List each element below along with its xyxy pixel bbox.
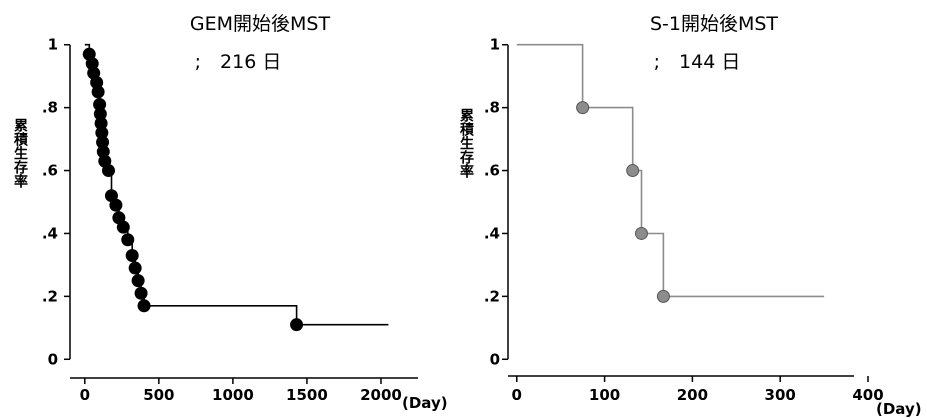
gem-y-tick-label: .6 bbox=[42, 162, 58, 180]
gem-x-tick-label: 1500 bbox=[286, 386, 328, 404]
s1-y-tick-label: .6 bbox=[484, 162, 500, 180]
gem-y-tick-label: .8 bbox=[42, 99, 58, 117]
s1-y-axis-label: 累積生存率 bbox=[458, 108, 475, 179]
s1-x-tick-label: 200 bbox=[677, 386, 708, 404]
gem-x-tick-label: 500 bbox=[143, 386, 174, 404]
gem-x-tick-label: 1000 bbox=[212, 386, 254, 404]
gem-event-marker bbox=[128, 261, 142, 275]
gem-x-tick-label: 2000 bbox=[360, 386, 402, 404]
s1-y-tick-label: .2 bbox=[484, 287, 500, 305]
s1-x-unit-label: (Day) bbox=[876, 400, 922, 418]
s1-event-marker bbox=[634, 226, 648, 240]
s1-chart-title: S-1開始後MST bbox=[650, 13, 778, 35]
gem-event-marker bbox=[131, 274, 145, 288]
gem-event-marker bbox=[109, 198, 123, 212]
gem-event-marker bbox=[134, 286, 148, 300]
s1-mst-label: ; 144 日 bbox=[654, 51, 741, 73]
gem-event-marker bbox=[290, 318, 304, 332]
gem-event-marker bbox=[102, 164, 116, 178]
s1-x-tick-label: 400 bbox=[852, 386, 883, 404]
gem-event-marker bbox=[121, 233, 135, 247]
s1-event-marker bbox=[626, 164, 640, 178]
gem-y-tick-label: .2 bbox=[42, 287, 58, 305]
s1-survival-curve bbox=[516, 43, 825, 298]
gem-y-tick-label: 0 bbox=[48, 350, 58, 368]
gem-event-marker bbox=[125, 248, 139, 262]
s1-x-tick-label: 0 bbox=[512, 386, 522, 404]
gem-chart-title: GEM開始後MST bbox=[190, 13, 331, 35]
gem-survival-curve bbox=[84, 43, 389, 326]
gem-x-tick-label: 0 bbox=[80, 386, 90, 404]
s1-event-marker bbox=[576, 101, 590, 115]
gem-y-axis-label: 累積生存率 bbox=[12, 118, 29, 189]
gem-mst-label: ; 216 日 bbox=[195, 51, 282, 73]
s1-event-marker bbox=[656, 289, 670, 303]
s1-y-tick-label: 1 bbox=[490, 36, 500, 54]
gem-event-marker bbox=[91, 85, 105, 99]
gem-event-marker bbox=[116, 220, 130, 234]
s1-y-tick-label: .8 bbox=[484, 99, 500, 117]
gem-event-marker bbox=[137, 299, 151, 313]
s1-y-tick-label: .4 bbox=[484, 224, 500, 242]
gem-x-unit-label: (Day) bbox=[402, 394, 448, 412]
gem-y-tick-label: .4 bbox=[42, 224, 58, 242]
s1-x-tick-label: 300 bbox=[765, 386, 796, 404]
s1-y-tick-label: 0 bbox=[490, 350, 500, 368]
s1-x-tick-label: 100 bbox=[589, 386, 620, 404]
gem-y-tick-label: 1 bbox=[48, 36, 58, 54]
